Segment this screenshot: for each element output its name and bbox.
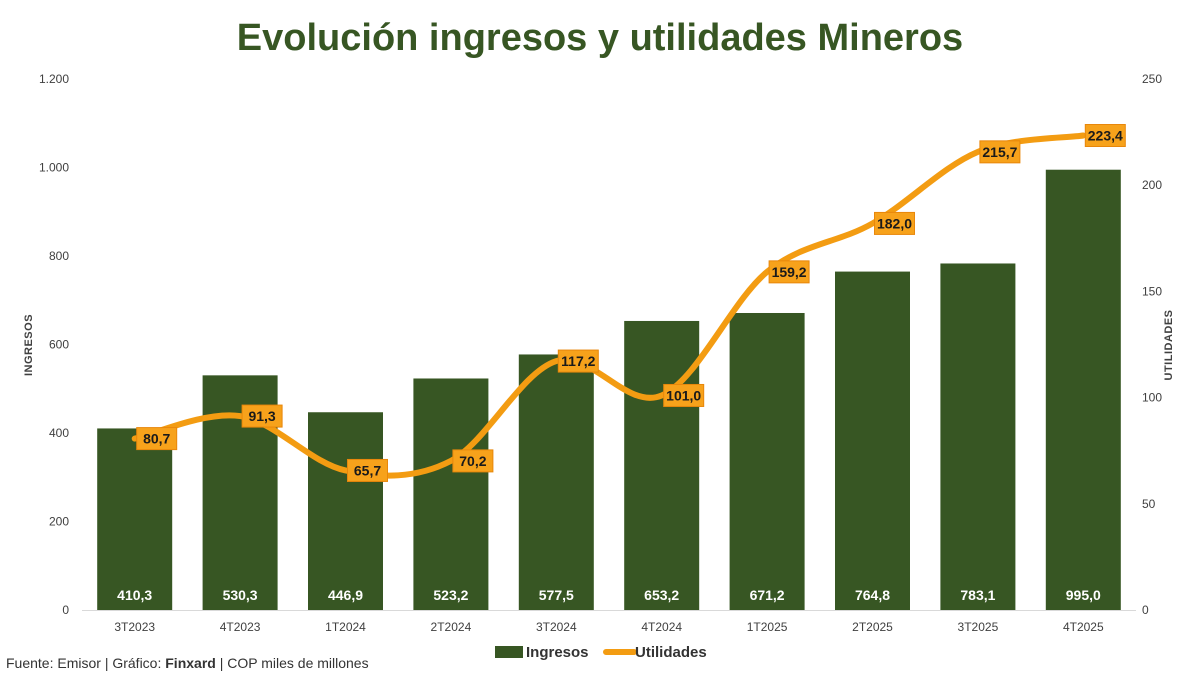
utilidades-line (131, 132, 1087, 479)
line-label-box (557, 349, 599, 373)
bar (729, 312, 805, 610)
legend-swatch-ingresos (495, 646, 523, 658)
bar-value-label: 523,2 (433, 587, 468, 603)
bar-value-label: 530,3 (223, 587, 258, 603)
x-tick-label: 2T2025 (852, 620, 893, 634)
legend: Ingresos Utilidades (495, 644, 707, 661)
right-tick-label: 200 (1142, 178, 1162, 192)
line-label-box (136, 427, 178, 451)
line-label-box (1084, 123, 1126, 147)
bar (518, 354, 594, 610)
left-tick-label: 800 (49, 249, 69, 263)
line-value-label: 80,7 (143, 431, 170, 447)
x-tick-label: 2T2024 (431, 620, 472, 634)
left-tick-label: 1.000 (39, 161, 69, 175)
left-tick-label: 200 (49, 515, 69, 529)
bar (97, 428, 173, 610)
legend-label-utilidades: Utilidades (635, 644, 707, 661)
line-label-box (347, 458, 388, 482)
right-tick-label: 50 (1142, 497, 1156, 511)
x-tick-label: 3T2023 (114, 620, 155, 634)
line-value-label: 223,4 (1088, 127, 1123, 143)
right-axis: 0 50 100 150 200 250 (1142, 72, 1162, 617)
x-tick-label: 1T2025 (747, 620, 788, 634)
left-tick-label: 0 (62, 603, 69, 617)
right-tick-label: 250 (1142, 72, 1162, 86)
bar (835, 271, 910, 610)
line-value-label: 117,2 (561, 353, 595, 369)
line-value-label: 159,2 (772, 264, 807, 280)
line-value-label: 70,2 (459, 453, 486, 469)
line-label-box (979, 140, 1021, 164)
left-axis-title: INGRESOS (23, 314, 35, 376)
x-tick-label: 3T2024 (536, 620, 577, 634)
bar-value-label: 653,2 (644, 587, 679, 603)
bar (940, 263, 1016, 610)
footer-brand: Finxard (165, 655, 216, 671)
bar-value-label: 995,0 (1066, 587, 1101, 603)
left-tick-label: 600 (49, 338, 69, 352)
left-tick-label: 1.200 (39, 72, 69, 86)
x-tick-label: 4T2023 (220, 620, 261, 634)
line-label-box (768, 260, 810, 284)
x-tick-label: 1T2024 (325, 620, 366, 634)
line-label-box (663, 383, 705, 407)
bar-value-label: 410,3 (117, 587, 152, 603)
right-axis-title: UTILIDADES (1163, 310, 1175, 381)
line-value-label: 91,3 (248, 408, 275, 424)
x-tick-label: 4T2025 (1063, 620, 1104, 634)
x-axis: 3T2023 4T2023 1T2024 2T2024 3T2024 4T2024 1T20… (114, 620, 1104, 634)
x-tick-label: 4T2024 (641, 620, 682, 634)
right-tick-label: 150 (1142, 284, 1162, 298)
line-value-label: 65,7 (354, 462, 381, 478)
bar (1045, 169, 1121, 610)
line-value-label: 101,0 (666, 387, 701, 403)
bar-value-label: 783,1 (960, 587, 995, 603)
line-value-label: 215,7 (982, 144, 1017, 160)
line-label-box (874, 211, 915, 235)
left-tick-label: 400 (49, 426, 69, 440)
bar (413, 378, 489, 610)
bar-value-label: 446,9 (328, 587, 363, 603)
line-label-box (241, 404, 283, 428)
footer-source: Fuente: Emisor | Gráfico: Finxard | COP … (6, 655, 369, 671)
bar (308, 412, 383, 610)
footer-prefix: Fuente: Emisor | Gráfico: (6, 655, 166, 671)
footer-suffix: | COP miles de millones (215, 655, 369, 671)
bar-value-label: 577,5 (539, 587, 574, 603)
chart-title: Evolución ingresos y utilidades Mineros (237, 17, 963, 59)
left-axis: 0 200 400 600 800 1.000 1.200 (39, 72, 69, 617)
bar (624, 320, 700, 610)
line-value-label: 182,0 (877, 215, 912, 231)
line-label-box (452, 449, 494, 473)
right-tick-label: 0 (1142, 603, 1149, 617)
legend-label-ingresos: Ingresos (526, 644, 589, 661)
bar-value-label: 671,2 (750, 587, 785, 603)
bar-value-label: 764,8 (855, 587, 890, 603)
line-series: 80,7 91,3 65,7 70,2 117,2 101,0 159,2 182,0 215,… (131, 123, 1126, 482)
x-tick-label: 3T2025 (958, 620, 999, 634)
right-tick-label: 100 (1142, 391, 1162, 405)
bars-series: 410,3 530,3 446,9 523,2 577,5 653,2 671,2 764,8… (82, 169, 1136, 611)
